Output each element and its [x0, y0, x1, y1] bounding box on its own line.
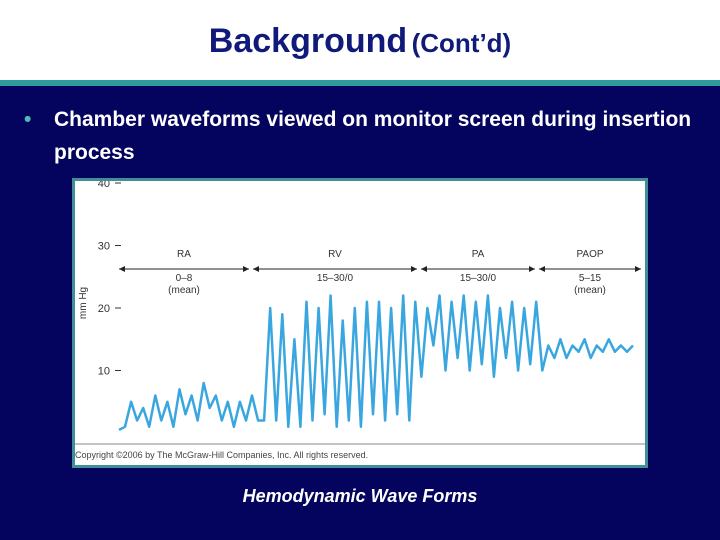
bullet-dot-icon: •	[24, 108, 32, 131]
bullet-text: Chamber waveforms viewed on monitor scre…	[54, 108, 692, 164]
arrowhead-icon	[119, 266, 125, 272]
arrowhead-icon	[421, 266, 427, 272]
pressure-waveform	[118, 294, 634, 432]
y-axis-ticks: 10 20 30 40	[98, 181, 121, 378]
y-axis-label: mm Hg	[78, 287, 89, 319]
region-label: RV	[328, 249, 342, 260]
figure-caption: Hemodynamic Wave Forms	[242, 486, 478, 506]
arrowhead-icon	[539, 266, 545, 272]
region-labels: RA0–8(mean)RV15–30/0PA15–30/0PAOP5–15(me…	[119, 249, 641, 296]
title-main: Background	[208, 22, 408, 60]
arrowhead-icon	[243, 266, 249, 272]
region-label: (mean)	[574, 285, 606, 296]
title-sub: (Cont’d)	[411, 28, 512, 58]
waveform-figure: mm Hg 10 20 30 40 RA 0–8 (mean) RV 15–30/0 PA 15–…	[72, 178, 648, 468]
region-label: (mean)	[168, 285, 200, 296]
region-label: 0–8	[176, 273, 193, 284]
title-divider	[0, 80, 720, 86]
region-label: 15–30/0	[317, 273, 354, 284]
arrowhead-icon	[529, 266, 535, 272]
region-label: PAOP	[576, 249, 603, 260]
region-label: PA	[472, 249, 485, 260]
arrowhead-icon	[635, 266, 641, 272]
region-label: RA	[177, 249, 191, 260]
y-tick-label: 20	[98, 303, 110, 315]
slide-title: Background (Cont’d)	[0, 22, 720, 61]
arrowhead-icon	[411, 266, 417, 272]
arrowhead-icon	[253, 266, 259, 272]
region-label: 5–15	[579, 273, 602, 284]
copyright-text: Copyright ©2006 by The McGraw-Hill Compa…	[75, 450, 368, 460]
region-label: 15–30/0	[460, 273, 497, 284]
y-tick-label: 30	[98, 241, 110, 253]
title-bar	[0, 0, 720, 80]
y-tick-label: 40	[98, 181, 110, 190]
y-tick-label: 10	[98, 366, 110, 378]
